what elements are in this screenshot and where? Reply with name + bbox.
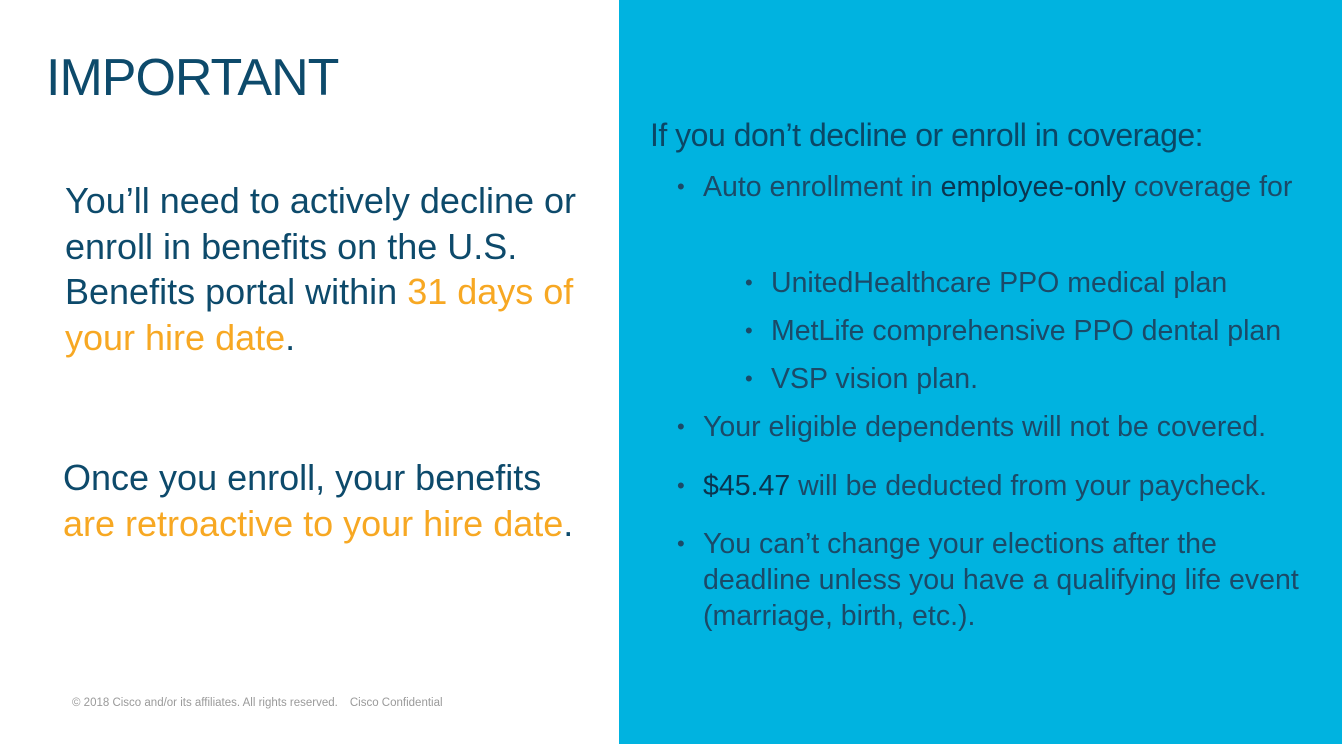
text: You can’t change your elections after th… (703, 528, 1299, 632)
list-item: • Auto enrollment in employee-only covera… (677, 171, 1293, 203)
list-item: • $45.47 will be deducted from your paych… (677, 470, 1267, 502)
deadline-highlight: 31 days of your hire date (65, 271, 574, 358)
retroactive-text: Once you enroll, your benefits are retro… (63, 455, 583, 546)
text: Your eligible dependents will not be cov… (703, 411, 1267, 443)
info-panel: If you don’t decline or enroll in covera… (619, 0, 1342, 744)
text: will be deducted from your paycheck. (790, 470, 1267, 502)
confidential-label: Cisco Confidential (349, 697, 443, 709)
list-item: • You can’t change your elections after t… (677, 528, 1299, 632)
period: . (285, 316, 296, 358)
text: coverage for (1126, 171, 1293, 203)
retro-highlight: are retroactive to your hire date (63, 502, 564, 544)
page-title: IMPORTANT (46, 49, 339, 107)
text: VSP vision plan. (771, 363, 979, 395)
footer: © 2018 Cisco and/or its affiliates. All … (72, 697, 443, 709)
copyright: © 2018 Cisco and/or its affiliates. All … (72, 697, 338, 709)
retro-text: Once you enroll, your benefits (63, 457, 542, 498)
text: UnitedHealthcare PPO medical plan (771, 267, 1228, 299)
enroll-deadline-text: You’ll need to actively decline or enrol… (65, 178, 605, 360)
sub-list-item: • VSP vision plan. (745, 363, 979, 395)
sub-list-item: • UnitedHealthcare PPO medical plan (745, 267, 1228, 299)
sub-list-item: • MetLife comprehensive PPO dental plan (745, 315, 1282, 347)
text: Auto enrollment in (703, 171, 941, 203)
panel-heading: If you don’t decline or enroll in covera… (650, 117, 1204, 153)
text: MetLife comprehensive PPO dental plan (771, 315, 1282, 347)
period: . (563, 502, 574, 544)
employee-only-emphasis: employee-only (940, 171, 1126, 203)
deduction-amount: $45.47 (703, 470, 791, 502)
deadline-text: You’ll need to actively decline or enrol… (65, 180, 576, 312)
list-item: • Your eligible dependents will not be co… (677, 411, 1267, 443)
